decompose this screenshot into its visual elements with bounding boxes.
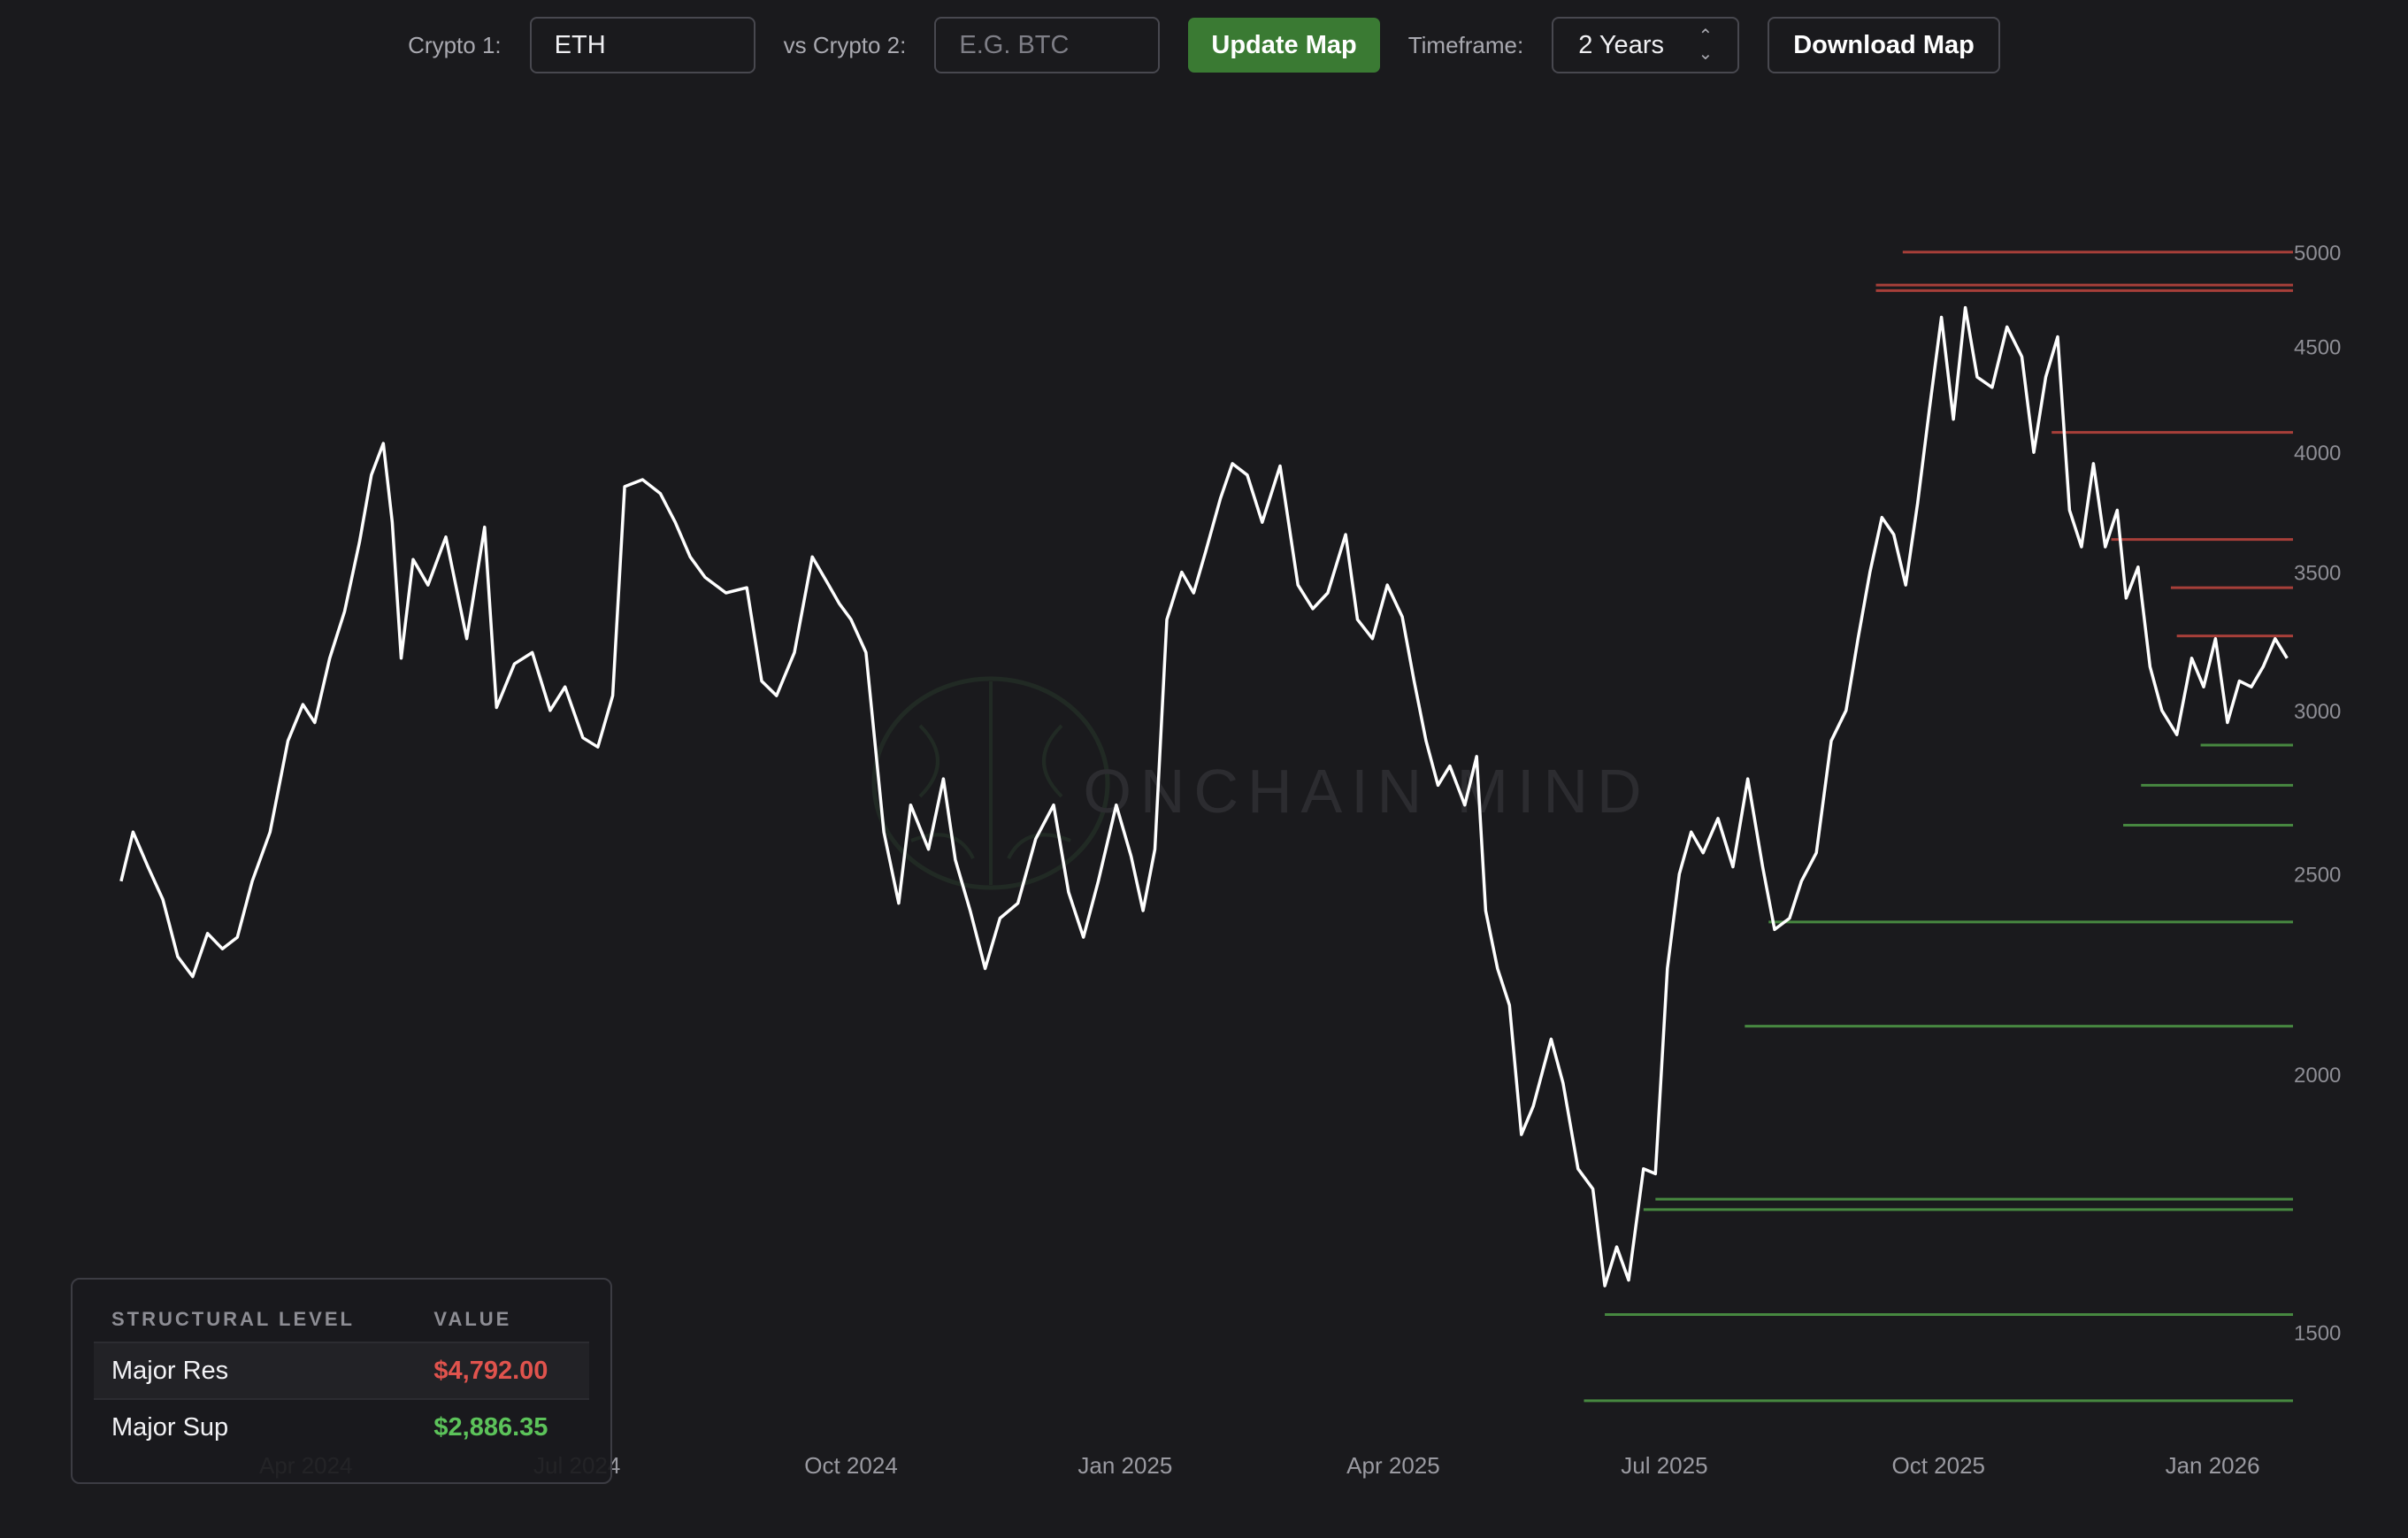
crypto2-input[interactable] (934, 17, 1161, 73)
x-tick-label: Oct 2025 (1891, 1452, 1985, 1479)
brain-logo-icon-detail (910, 681, 1071, 885)
y-tick-label: 2500 (2294, 864, 2341, 888)
watermark: ONCHAIN MIND (871, 676, 1650, 890)
levels-layer (1584, 250, 2293, 1403)
legend-header-value: VALUE (433, 1308, 512, 1330)
legend-row-major-sup: Major Sup $2,886.35 (94, 1398, 589, 1455)
crypto1-input[interactable] (529, 17, 755, 73)
legend-header-level: STRUCTURAL LEVEL (111, 1308, 355, 1330)
legend-level-value: $4,792.00 (416, 1342, 589, 1399)
download-map-button[interactable]: Download Map (1768, 17, 2000, 73)
legend-level-label: Major Res (94, 1342, 417, 1399)
brain-logo-icon (871, 676, 1110, 890)
timeframe-label: Timeframe: (1407, 31, 1524, 58)
y-tick-label: 2000 (2294, 1064, 2341, 1088)
x-tick-label: Oct 2024 (804, 1452, 898, 1479)
select-arrows-icon: ⌃ ⌄ (1698, 27, 1714, 64)
crypto1-label: Crypto 1: (408, 31, 502, 58)
crypto2-label: vs Crypto 2: (783, 31, 907, 58)
y-tick-label: 4500 (2294, 336, 2341, 360)
update-map-button[interactable]: Update Map (1188, 18, 1380, 73)
timeframe-value: 2 Years (1578, 30, 1664, 59)
y-tick-label: 5000 (2294, 242, 2341, 265)
price-line (119, 305, 2289, 1288)
y-tick-label: 4000 (2294, 442, 2341, 465)
legend-level-value: $2,886.35 (416, 1398, 589, 1455)
x-tick-label: Apr 2025 (1346, 1452, 1440, 1479)
legend-level-label: Major Sup (94, 1398, 417, 1455)
timeframe-select[interactable]: 2 Years ⌃ ⌄ (1552, 17, 1740, 73)
x-tick-label: Jan 2026 (2166, 1452, 2260, 1479)
y-tick-label: 3500 (2294, 562, 2341, 586)
x-tick-label: Jan 2025 (1077, 1452, 1172, 1479)
legend-table: STRUCTURAL LEVEL VALUE Major Res $4,792.… (94, 1308, 589, 1455)
watermark-text: ONCHAIN MIND (1083, 757, 1650, 826)
legend-row-major-res: Major Res $4,792.00 (94, 1342, 589, 1399)
y-tick-label: 3000 (2294, 700, 2341, 724)
structural-levels-legend: STRUCTURAL LEVEL VALUE Major Res $4,792.… (71, 1278, 612, 1484)
y-axis: 1500 2000 2500 3000 3500 4000 4500 5000 (2294, 242, 2341, 1346)
x-tick-label: Jul 2025 (1621, 1452, 1707, 1479)
toolbar: Crypto 1: vs Crypto 2: Update Map Timefr… (0, 0, 2408, 90)
y-tick-label: 1500 (2294, 1322, 2341, 1346)
